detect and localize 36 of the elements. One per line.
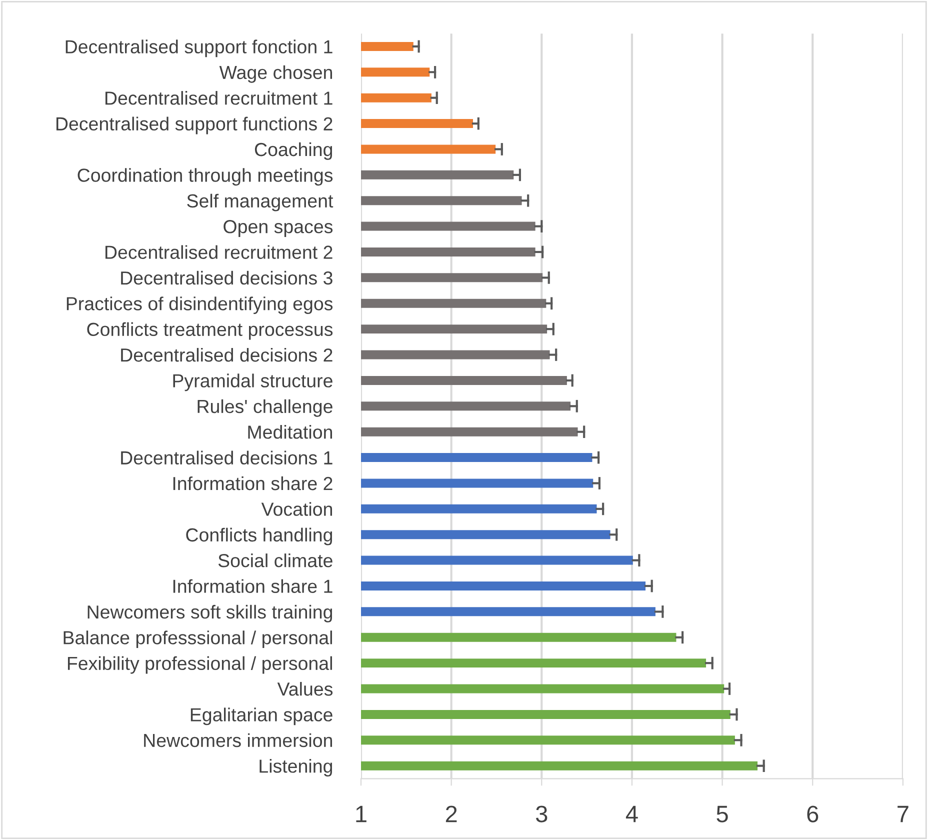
y-tick-label: Meditation: [248, 425, 332, 439]
y-tick-label: Egalitarian space: [190, 708, 332, 726]
y-tick-label: Vocation: [261, 502, 332, 516]
y-tick-label: Fexibility professional / personal: [68, 656, 332, 674]
x-tick-label: 3: [536, 806, 548, 822]
y-tick-label: Decentralised support functions 2: [56, 116, 332, 134]
y-tick-label: Open spaces: [224, 220, 333, 237]
x-tick-label: 5: [716, 806, 728, 822]
y-tick-label: Decentralised recruitment 1: [106, 91, 332, 105]
y-tick-label: Decentralised decisions 3: [121, 270, 332, 285]
x-tick-label: 2: [446, 806, 457, 822]
y-tick-label: Practices of disindentifying egos: [66, 296, 333, 314]
x-tick-label: 1: [356, 806, 366, 822]
y-tick-label: Decentralised recruitment 2: [106, 245, 332, 259]
y-tick-label: Information share 1: [173, 579, 332, 593]
y-tick-label: Decentralised support fonction 1: [66, 40, 332, 58]
y-tick-label: Information share 2: [173, 476, 332, 490]
y-tick-label: Conflicts treatment processus: [87, 322, 333, 340]
y-tick-label: Newcomers immersion: [144, 733, 332, 748]
y-tick-label: Decentralised decisions 1: [121, 450, 332, 465]
x-tick-label: 6: [807, 806, 818, 822]
y-tick-label: Pyramidal structure: [173, 374, 332, 392]
y-tick-label: Conflicts handling: [186, 528, 332, 546]
y-tick-label: Newcomers soft skills training: [88, 604, 332, 622]
x-tick-label: 4: [626, 806, 638, 822]
y-tick-label: Coaching: [254, 142, 332, 160]
y-tick-label: Social climate: [218, 554, 332, 568]
x-tick-label: 7: [898, 806, 908, 822]
y-tick-label: Rules' challenge: [198, 399, 332, 417]
y-tick-label: Values: [277, 682, 333, 696]
y-tick-label: Listening: [260, 759, 332, 777]
y-tick-label: Coordination through meetings: [78, 168, 333, 186]
y-tick-label: Decentralised decisions 2: [121, 348, 332, 362]
y-tick-label: Wage chosen: [219, 65, 332, 83]
y-tick-label: Balance professsional / personal: [64, 630, 332, 648]
y-tick-label: Self management: [187, 194, 334, 212]
